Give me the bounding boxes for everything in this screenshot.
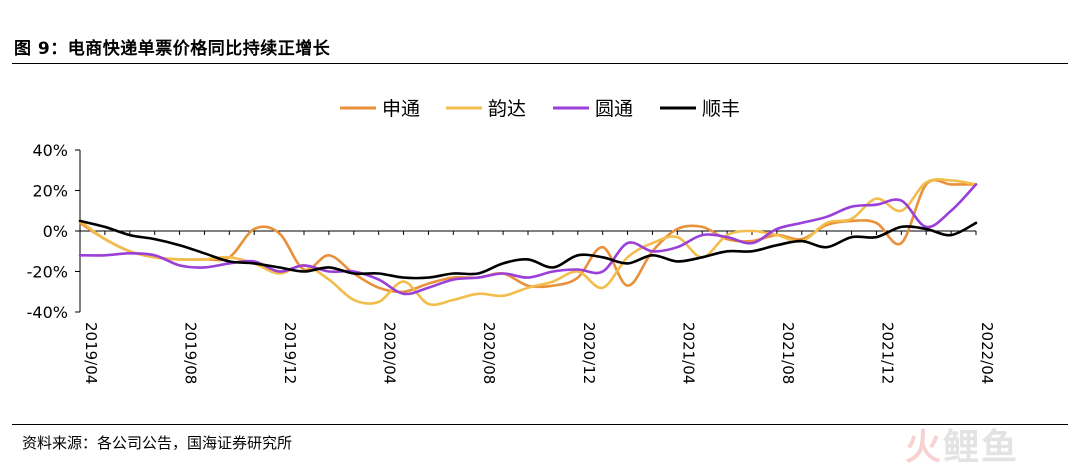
series-line-3 xyxy=(78,183,978,296)
x-tick-label: 2020/08 xyxy=(480,322,498,384)
series-line-4 xyxy=(78,219,978,280)
x-tick-label: 2020/12 xyxy=(580,322,598,384)
x-tick-label: 2020/04 xyxy=(381,322,399,384)
x-tick-label: 2019/08 xyxy=(182,322,200,384)
source-note: 资料来源：各公司公告，国海证券研究所 xyxy=(22,434,293,452)
bottom-rule xyxy=(12,424,1068,425)
x-tick-label: 2019/04 xyxy=(82,322,100,384)
top-rule xyxy=(12,63,1068,64)
series-lines xyxy=(78,178,978,307)
x-axis: 2019/04 2019/08 2019/12 2020/04 2020/08 2020/… xyxy=(79,230,996,384)
y-axis: -40% -20% 0% 20% 40% xyxy=(27,141,81,322)
x-tick-label: 2022/04 xyxy=(978,322,996,384)
series-line-1 xyxy=(78,178,978,294)
x-tick-label: 2019/12 xyxy=(281,322,299,384)
y-tick-label: 20% xyxy=(32,182,68,201)
y-tick-label: -40% xyxy=(27,303,68,322)
watermark-logo: 火鲤鱼 xyxy=(905,427,1020,468)
legend-label: 韵达 xyxy=(488,98,526,120)
x-tick-label: 2021/08 xyxy=(779,322,797,384)
figure-title: 图 9：电商快递单票价格同比持续正增长 xyxy=(14,39,331,59)
x-tick-label: 2021/04 xyxy=(679,322,697,384)
y-tick-label: 40% xyxy=(32,141,68,160)
legend-label: 顺丰 xyxy=(702,98,740,120)
legend-label: 申通 xyxy=(382,98,420,120)
y-tick-label: -20% xyxy=(27,263,68,282)
x-tick-label: 2021/12 xyxy=(878,322,896,384)
line-chart: 申通 韵达 圆通 顺丰 -40% -20% 0% 20% 40% 2019/04 2019/08… xyxy=(27,98,996,384)
series-line-2 xyxy=(78,178,978,307)
legend-label: 圆通 xyxy=(595,98,633,120)
y-tick-label: 0% xyxy=(43,222,68,241)
chart-legend: 申通 韵达 圆通 顺丰 xyxy=(340,98,740,120)
